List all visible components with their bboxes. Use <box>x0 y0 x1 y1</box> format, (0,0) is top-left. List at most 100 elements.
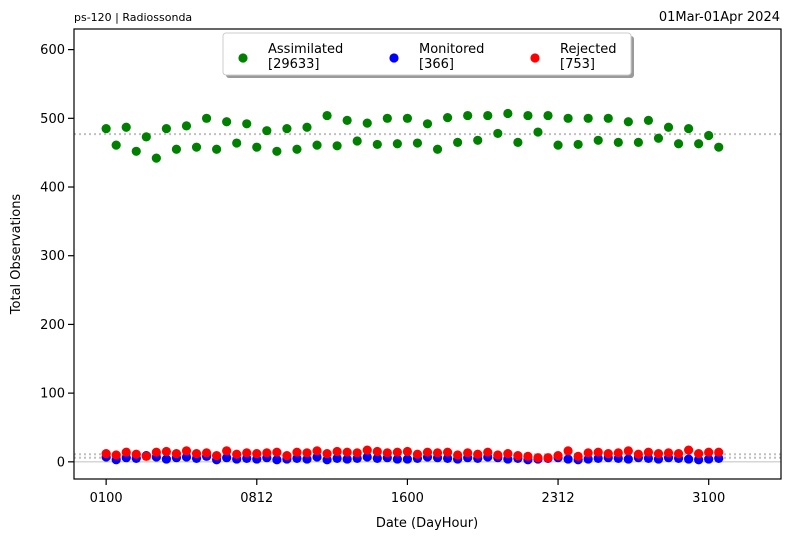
data-point <box>201 113 212 123</box>
data-point <box>583 448 593 458</box>
data-point <box>593 135 603 145</box>
data-point <box>694 139 704 149</box>
data-point <box>382 448 392 458</box>
data-point <box>412 138 423 148</box>
data-point <box>613 137 623 147</box>
data-point <box>453 137 463 147</box>
data-point <box>573 451 583 461</box>
data-point <box>623 446 633 456</box>
data-point <box>643 447 654 457</box>
header-left: ps-120 | Radiossonda <box>74 11 192 24</box>
data-point <box>312 446 322 456</box>
data-point <box>714 142 724 152</box>
data-point <box>342 447 352 457</box>
legend-item-monitored: Monitored[366] <box>389 42 484 72</box>
data-point <box>252 142 262 152</box>
series-rejected <box>101 445 724 463</box>
y-tick-label: 100 <box>40 387 65 402</box>
data-point <box>613 448 623 458</box>
data-point <box>181 121 192 131</box>
data-point <box>553 140 563 150</box>
data-point <box>503 108 513 119</box>
data-point <box>312 140 322 150</box>
data-point <box>161 454 171 464</box>
x-tick-label: 3100 <box>692 491 725 506</box>
legend-marker <box>530 53 540 63</box>
data-point <box>212 144 222 154</box>
data-point <box>563 454 573 464</box>
data-point <box>332 446 342 457</box>
data-point <box>593 447 603 457</box>
axes-frame <box>73 28 782 480</box>
data-point <box>141 451 151 461</box>
data-point <box>422 447 433 457</box>
data-point <box>121 447 131 457</box>
data-point <box>111 140 121 150</box>
data-point <box>473 135 483 145</box>
data-point <box>704 130 714 141</box>
data-point <box>161 446 171 457</box>
legend-box <box>222 32 632 76</box>
data-point <box>332 453 342 463</box>
x-tick-label: 0812 <box>240 491 273 506</box>
x-axis-label: Date (DayHour) <box>376 516 478 531</box>
data-point <box>232 449 242 459</box>
data-point <box>131 146 141 156</box>
legend-count: [29633] <box>268 57 320 72</box>
data-point <box>643 115 654 125</box>
data-point <box>242 448 252 458</box>
data-point <box>222 453 232 463</box>
data-point <box>282 451 292 461</box>
legend-count: [753] <box>560 57 595 72</box>
data-point <box>533 127 543 137</box>
data-point <box>222 117 232 127</box>
data-point <box>473 449 483 459</box>
data-point <box>111 450 121 460</box>
y-tick-label: 300 <box>40 249 65 264</box>
data-point <box>342 454 352 464</box>
y-tick-label: 200 <box>40 318 65 333</box>
legend-label: Rejected <box>560 42 617 57</box>
data-point <box>704 447 714 457</box>
data-point <box>292 144 302 154</box>
data-point <box>362 445 372 455</box>
data-point <box>573 139 583 150</box>
data-point <box>673 139 684 149</box>
data-point <box>232 138 242 148</box>
data-point <box>342 115 352 125</box>
data-point <box>583 113 593 123</box>
data-point <box>422 119 433 129</box>
x-tick-label: 1600 <box>391 491 424 506</box>
data-point <box>623 454 633 464</box>
legend-label: Monitored <box>419 42 484 57</box>
data-point <box>242 119 252 129</box>
data-point <box>673 448 684 459</box>
x-tick-label: 2312 <box>542 491 575 506</box>
data-point <box>653 448 664 459</box>
data-point <box>151 153 161 163</box>
y-axis-label: Total Observations <box>9 194 24 316</box>
data-point <box>222 446 232 456</box>
data-point <box>603 113 613 123</box>
data-point <box>633 449 643 459</box>
data-point <box>503 448 513 459</box>
data-point <box>302 448 312 458</box>
data-point <box>603 448 613 459</box>
data-point <box>362 452 372 462</box>
data-point <box>372 446 382 457</box>
data-point <box>684 454 694 464</box>
y-tick-label: 0 <box>57 455 65 470</box>
data-point <box>332 141 342 151</box>
data-point <box>292 447 302 457</box>
data-point <box>523 110 533 121</box>
legend-label: Assimilated <box>268 42 343 57</box>
data-point <box>432 448 443 458</box>
data-point <box>282 124 292 134</box>
data-point <box>663 122 674 132</box>
data-point <box>653 133 664 143</box>
legend-item-assimilated: Assimilated[29633] <box>238 42 343 72</box>
data-point <box>402 113 413 123</box>
data-point <box>141 132 151 142</box>
